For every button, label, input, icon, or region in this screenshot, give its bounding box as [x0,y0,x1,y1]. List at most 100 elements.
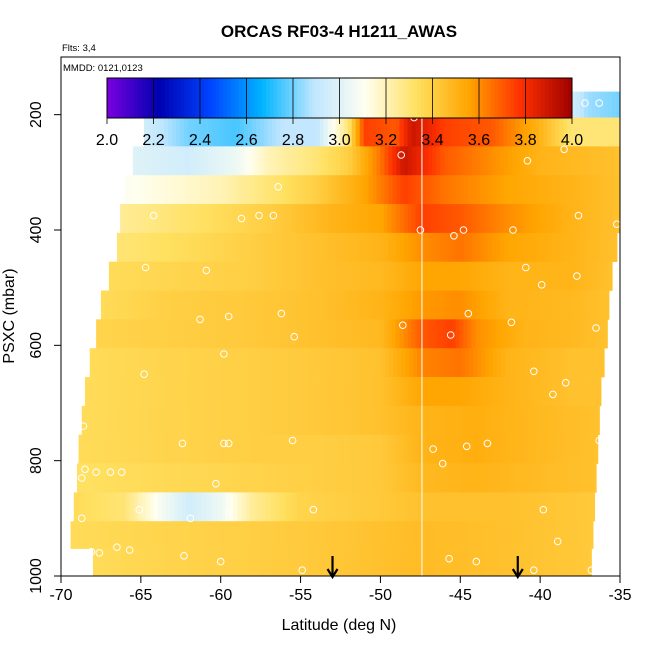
heat-cell [524,348,530,378]
colorbar-tick-label: 4.0 [561,132,583,149]
heat-cell [524,492,530,522]
heat-cell [436,232,441,263]
heat-cell [461,434,467,464]
heat-cell [245,492,251,522]
heat-cell [475,117,481,147]
heat-cell [364,548,370,576]
heat-cell [468,261,473,291]
heat-cell [444,290,449,320]
heat-cell [408,175,413,205]
heat-cell [432,290,437,320]
heat-cell [362,521,367,549]
heat-cell [264,290,270,320]
heat-cell [487,117,493,147]
heat-cell [388,290,393,320]
heat-cell [329,492,334,522]
heat-cell [480,232,485,263]
heat-cell [577,521,583,549]
heat-cell [481,434,487,464]
heat-cell [296,146,302,176]
heat-cell [100,319,105,349]
heat-cell [565,521,571,549]
heat-cell [224,232,230,263]
heat-cell [500,377,505,407]
heat-cell [145,492,151,522]
heat-cell [268,261,274,291]
heat-cell [568,232,573,263]
heat-cell [141,492,147,522]
heat-cell [436,377,441,407]
heat-cell [379,319,385,349]
heat-cell [200,463,206,493]
heat-cell [440,463,445,493]
heat-cell [476,377,481,407]
heat-cell [116,377,122,407]
heat-cell [288,463,294,493]
heat-cell [180,175,186,205]
heat-cell [367,319,373,349]
heat-cell [120,232,126,263]
heat-cell [320,548,326,576]
heat-cell [132,319,137,349]
heat-cell [397,348,402,378]
sample-point [180,552,188,560]
heat-cell [492,377,497,407]
heat-cell [153,492,159,522]
colorbar-cell [114,78,120,118]
heat-cell [468,463,473,493]
colorbar-cell [176,78,182,118]
heat-cell [236,261,242,291]
heat-cell [467,204,473,234]
heat-cell [485,492,490,522]
heat-cell [208,377,214,407]
heat-cell [500,463,505,493]
heat-cell [264,146,270,176]
heat-cell [572,405,578,436]
heat-cell [188,463,194,493]
heat-cell [588,377,593,407]
heat-cell [294,434,299,464]
heat-cell [373,405,378,436]
heat-cell [164,146,170,176]
heat-cell [244,463,250,493]
heat-cell [82,434,88,464]
heat-cell [156,146,162,176]
heat-cell [180,548,186,576]
heat-cell [359,117,365,147]
heat-cell [386,434,391,464]
heat-cell [433,348,438,378]
heat-cell [504,261,509,291]
heat-cell [240,261,246,291]
heat-cell [443,204,449,234]
heat-cell [347,319,353,349]
heat-cell [425,434,431,464]
heat-cell [296,463,302,493]
colorbar-cell [242,78,248,118]
heat-cell [400,175,405,205]
heat-cell [479,204,485,234]
heat-cell [389,492,394,522]
heat-cell [512,290,517,320]
heat-cell [172,548,178,576]
heat-cell [460,175,465,205]
heat-cell [543,319,548,349]
heat-cell [520,463,525,493]
heat-cell [175,117,181,147]
heat-cell [204,146,210,176]
heat-cell [457,434,463,464]
heat-cell [284,175,290,205]
heat-cell [300,146,306,176]
heat-cell [523,319,528,349]
heat-cell [70,521,76,549]
heat-cell [346,521,351,549]
heat-cell [411,117,417,147]
plot-frame [60,56,621,577]
colorbar-cell [145,78,151,118]
heat-cell [216,146,222,176]
heat-cell [416,232,421,263]
heat-cell [90,434,96,464]
heat-cell [496,463,501,493]
heat-cell [584,290,589,320]
heat-cell [134,434,140,464]
heat-cell [170,521,175,549]
